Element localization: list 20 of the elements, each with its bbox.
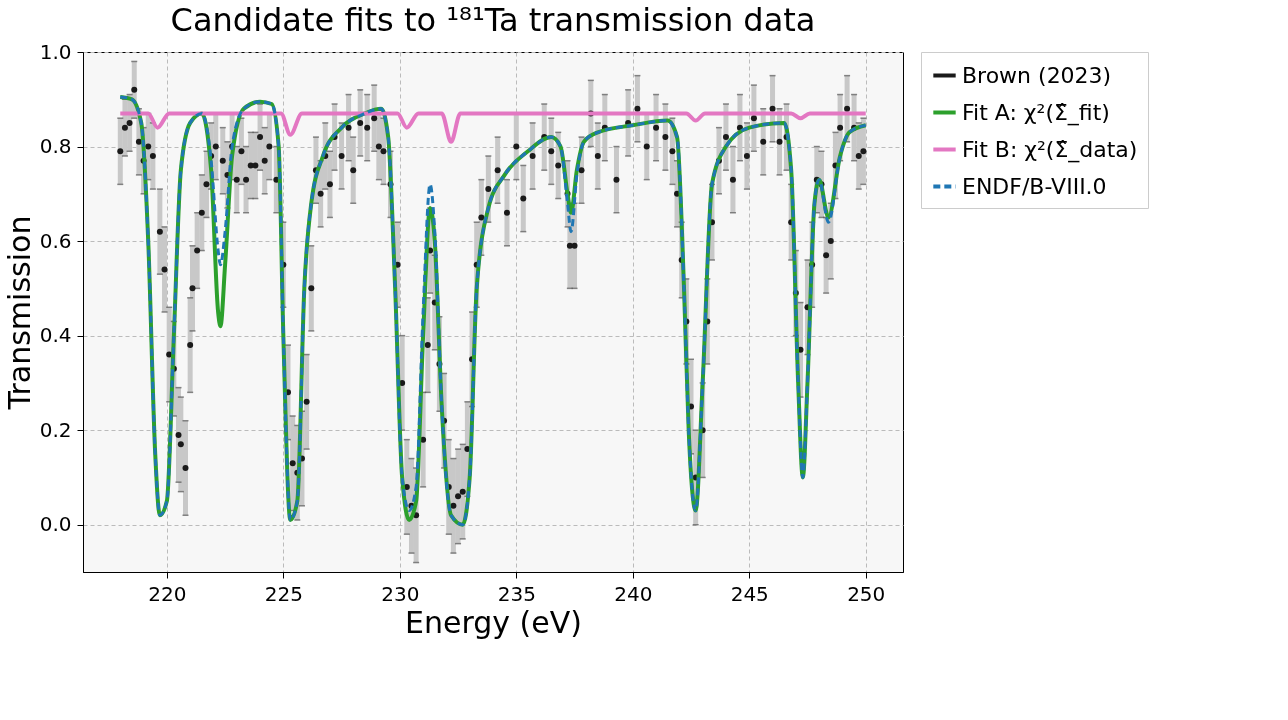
x-tick-label: 250 xyxy=(847,581,886,606)
chart-title: Candidate fits to ¹⁸¹Ta transmission data xyxy=(170,1,816,39)
x-tick-label: 235 xyxy=(497,581,536,606)
legend-label: ENDF/B-VIII.0 xyxy=(962,173,1107,199)
y-tick-label: 1.0 xyxy=(39,39,72,64)
x-tick-label: 245 xyxy=(730,581,769,606)
x-tick-label: 230 xyxy=(381,581,420,606)
y-tick-label: 0.4 xyxy=(39,323,72,348)
x-tick-label: 225 xyxy=(264,581,303,606)
x-tick-label: 240 xyxy=(614,581,653,606)
legend-label: Fit A: χ²(Σ̂_fit) xyxy=(962,99,1110,126)
y-tick-label: 0.8 xyxy=(39,134,72,159)
y-axis-title: Transmission xyxy=(1,215,37,411)
legend-label: Fit B: χ²(Σ̂_data) xyxy=(962,136,1138,163)
legend-label: Brown (2023) xyxy=(962,62,1112,88)
y-tick-label: 0.2 xyxy=(39,417,72,442)
y-tick-label: 0.0 xyxy=(39,512,72,537)
x-tick-label: 220 xyxy=(148,581,187,606)
x-axis-title: Energy (eV) xyxy=(405,604,582,640)
y-tick-label: 0.6 xyxy=(39,228,72,253)
